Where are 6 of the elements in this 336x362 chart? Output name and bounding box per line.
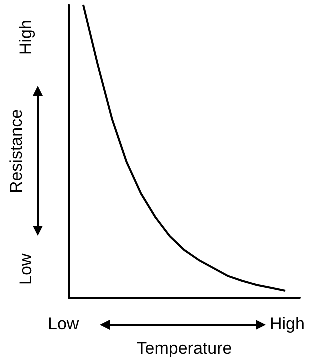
text: High: [16, 20, 36, 55]
text: High: [270, 314, 305, 334]
x-axis-title: Temperature: [136, 339, 232, 358]
y-axis-title: Resistance: [7, 109, 26, 194]
text: Low: [16, 253, 36, 285]
text: Low: [48, 314, 80, 334]
